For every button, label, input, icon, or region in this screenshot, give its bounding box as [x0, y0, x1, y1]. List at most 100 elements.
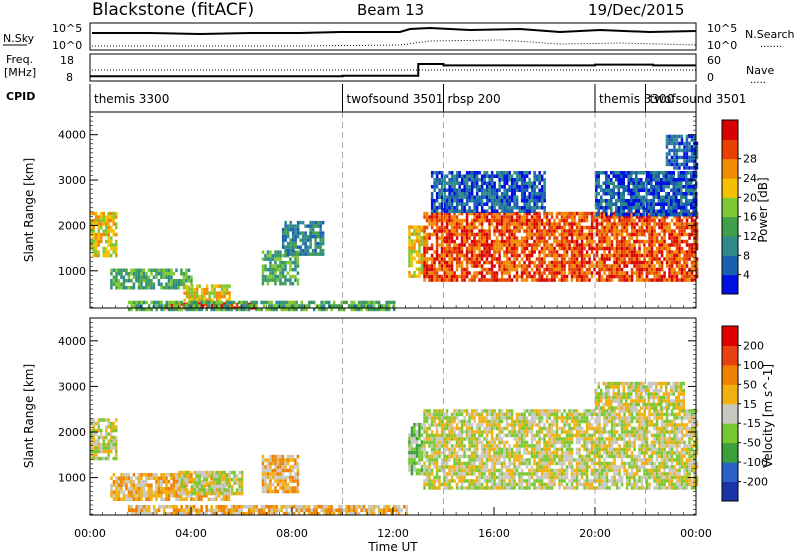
data-cell: [127, 275, 131, 279]
data-cell: [580, 278, 584, 282]
data-cell: [685, 250, 689, 254]
data-cell: [160, 476, 163, 480]
data-cell: [685, 162, 689, 167]
data-cell: [543, 209, 546, 213]
data-cell: [450, 174, 454, 178]
data-cell: [440, 267, 444, 272]
data-cell: [296, 461, 300, 466]
data-cell: [197, 508, 201, 512]
data-cell: [518, 264, 521, 268]
data-cell: [212, 508, 216, 512]
data-cell: [97, 421, 100, 426]
data-cell: [488, 267, 491, 272]
data-cell: [588, 225, 591, 230]
data-cell: [675, 199, 678, 203]
data-cell: [490, 195, 494, 199]
data-cell: [205, 298, 209, 302]
data-cell: [672, 202, 675, 206]
data-cell: [115, 282, 118, 286]
data-cell: [370, 512, 373, 516]
data-cell: [627, 213, 630, 217]
data-cell: [653, 225, 656, 230]
data-cell: [347, 508, 351, 512]
data-cell: [286, 271, 290, 275]
data-cell: [309, 231, 312, 235]
data-cell: [322, 300, 326, 305]
data-cell: [483, 232, 486, 237]
data-cell: [242, 300, 246, 305]
data-cell: [415, 471, 419, 476]
data-cell: [510, 199, 514, 203]
data-cell: [475, 181, 479, 185]
data-cell: [286, 489, 290, 494]
data-cell: [627, 178, 630, 182]
data-cell: [483, 274, 486, 279]
data-cell: [213, 294, 216, 299]
data-cell: [523, 199, 526, 203]
data-cell: [655, 260, 659, 265]
data-cell: [125, 268, 128, 272]
data-cell: [608, 236, 611, 240]
cpid-label: CPID: [6, 90, 35, 103]
data-cell: [458, 274, 461, 279]
data-cell: [545, 229, 549, 233]
data-cell: [289, 475, 292, 480]
data-cell: [435, 174, 439, 178]
data-cell: [617, 178, 620, 182]
data-cell: [271, 264, 275, 268]
data-cell: [450, 232, 454, 237]
data-cell: [628, 250, 631, 254]
data-cell: [465, 218, 469, 223]
data-cell: [440, 211, 444, 216]
data-cell: [630, 243, 634, 247]
data-cell: [480, 243, 484, 247]
data-cell: [548, 250, 551, 254]
data-cell: [647, 202, 650, 206]
data-cell: [182, 272, 186, 276]
data-cell: [478, 178, 481, 182]
data-cell: [560, 215, 564, 219]
data-cell: [115, 483, 118, 487]
data-cell: [95, 253, 98, 258]
data-cell: [304, 238, 307, 242]
data-cell: [658, 225, 661, 230]
data-cell: [578, 243, 581, 247]
data-cell: [271, 274, 275, 279]
data-cell: [137, 304, 141, 308]
data-cell: [603, 267, 606, 272]
data-cell: [397, 508, 401, 512]
data-cell: [533, 271, 536, 275]
data-cell: [683, 260, 686, 265]
data-cell: [423, 274, 426, 279]
data-cell: [638, 232, 641, 237]
data-cell: [97, 418, 100, 422]
data-cell: [612, 174, 615, 178]
data-cell: [490, 192, 494, 196]
data-cell: [610, 192, 613, 196]
data-cell: [560, 278, 564, 282]
data-cell: [630, 250, 634, 254]
data-cell: [683, 155, 686, 160]
data-cell: [613, 236, 616, 240]
data-cell: [162, 286, 166, 290]
data-cell: [418, 246, 421, 250]
data-cell: [375, 505, 378, 509]
data-cell: [187, 268, 191, 272]
data-cell: [528, 181, 531, 185]
data-cell: [475, 225, 479, 230]
data-cell: [152, 275, 156, 279]
data-cell: [575, 260, 579, 265]
data-cell: [272, 512, 276, 516]
colorbar-segment: [722, 255, 738, 276]
data-cell: [281, 245, 285, 249]
data-cell: [340, 512, 343, 516]
data-cell: [678, 246, 681, 251]
data-cell: [513, 202, 516, 206]
data-cell: [294, 465, 297, 469]
data-cell: [580, 236, 584, 240]
data-cell: [610, 171, 613, 175]
data-cell: [284, 252, 287, 256]
data-cell: [382, 304, 386, 308]
data-cell: [455, 202, 459, 206]
data-cell: [622, 213, 625, 217]
